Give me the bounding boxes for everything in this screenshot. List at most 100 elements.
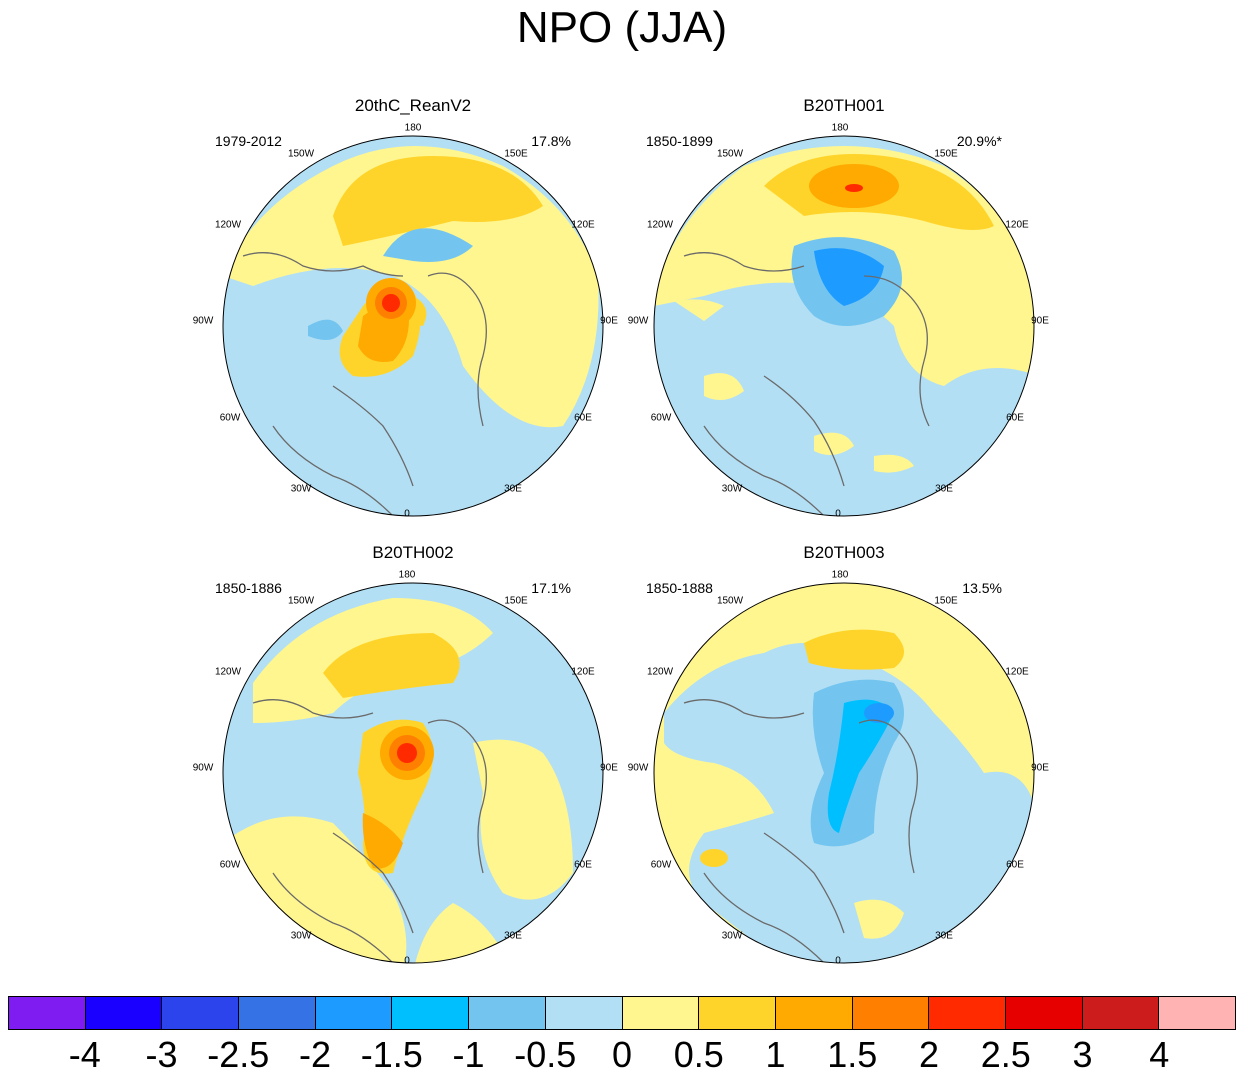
panel-title: 20thC_ReanV2	[354, 96, 472, 115]
lon-label: 60W	[650, 859, 672, 871]
positive-anomaly-center	[845, 184, 863, 192]
lon-label: 180	[404, 122, 422, 134]
variance-label: 13.5%	[962, 580, 1002, 596]
lon-label: 90W	[627, 762, 649, 774]
polar-map	[222, 582, 604, 964]
colorbar-swatch	[1005, 997, 1083, 1029]
positive-anomaly-region	[473, 739, 573, 900]
variance-label: 17.8%	[531, 133, 571, 149]
colorbar-tick-label: -4	[68, 1034, 101, 1075]
lon-label: 60W	[219, 859, 241, 871]
positive-anomaly-region	[333, 156, 543, 246]
colorbar-tick-label: -2.5	[207, 1034, 270, 1075]
lon-label: 120W	[214, 666, 242, 678]
period-label: 1850-1899	[646, 133, 713, 149]
lon-label: 150E	[934, 148, 958, 160]
map-boundary	[222, 135, 604, 517]
lon-label: 60E	[574, 859, 592, 871]
colorbar-swatch	[699, 997, 776, 1029]
negative-anomaly-region	[383, 228, 473, 262]
colorbar-tick-label: -1.5	[360, 1034, 423, 1075]
colorbar-tick-label: -3	[145, 1034, 178, 1075]
variance-label: 17.1%	[531, 580, 571, 596]
colorbar-swatch	[1082, 997, 1160, 1029]
colorbar-swatch	[469, 997, 546, 1029]
lon-label: 180	[831, 569, 849, 581]
colorbar-tick-label: 2	[918, 1034, 940, 1075]
positive-anomaly-region	[700, 849, 728, 867]
lon-label: 150W	[287, 148, 315, 160]
lon-label: 180	[831, 122, 849, 134]
coastline	[683, 699, 918, 963]
lon-label: 150W	[716, 148, 744, 160]
colorbar-swatch	[315, 997, 393, 1029]
map-boundary	[653, 135, 1035, 517]
panel-title: B20TH001	[803, 96, 885, 115]
lon-label: 30E	[504, 930, 522, 942]
colorbar-swatch	[545, 997, 623, 1029]
positive-anomaly-region	[854, 899, 904, 939]
colorbar-swatch	[775, 997, 853, 1029]
colorbar-swatch	[85, 997, 163, 1029]
lon-label: 120E	[1005, 219, 1029, 231]
lon-label: 120W	[646, 666, 674, 678]
lon-label: 90E	[1031, 762, 1049, 774]
lon-label: 90W	[192, 315, 214, 327]
map-panel-b20th001: B20TH001 1850-1899 20.9%* 180 150E 120E …	[628, 96, 1054, 520]
lon-label: 120W	[646, 219, 674, 231]
lon-label: 90W	[192, 762, 214, 774]
coastline	[683, 252, 930, 516]
lon-label: 30E	[935, 930, 953, 942]
lon-label: 30W	[721, 483, 743, 495]
colorbar-tick-label: 0.5	[673, 1034, 724, 1075]
lon-label: 120W	[214, 219, 242, 231]
lon-label: 0	[835, 955, 841, 967]
positive-anomaly-region	[674, 299, 914, 473]
negative-anomaly-region	[814, 248, 884, 306]
colorbar-swatch	[239, 997, 316, 1029]
colorbar-swatch	[929, 997, 1006, 1029]
colorbar-tick-label: -0.5	[514, 1034, 577, 1075]
colorbar-tick-label: -1	[452, 1034, 485, 1075]
colorbar-tick-label: -2	[298, 1034, 332, 1075]
negative-anomaly-center	[864, 703, 894, 723]
positive-anomaly-region	[323, 633, 460, 698]
colorbar-swatch	[622, 997, 700, 1029]
lon-label: 120E	[571, 666, 595, 678]
colorbar-swatch	[162, 997, 240, 1029]
lon-label: 150W	[287, 595, 315, 607]
lon-label: 0	[404, 955, 410, 967]
lon-label: 150W	[716, 595, 744, 607]
lon-label: 30E	[504, 483, 522, 495]
positive-anomaly-center	[382, 294, 400, 312]
coastline	[252, 699, 487, 963]
colorbar-tick-label: 1	[765, 1034, 786, 1075]
polar-map	[653, 135, 1035, 517]
lon-label: 60W	[219, 412, 241, 424]
lon-label: 60E	[574, 412, 592, 424]
lon-label: 0	[404, 508, 410, 520]
lon-label: 30W	[721, 930, 743, 942]
negative-anomaly-region	[827, 699, 894, 833]
positive-anomaly-region	[362, 813, 403, 869]
map-panel-20thc-reanv2: 20thC_ReanV2 1979-2012 17.8% 180 150E 12…	[193, 96, 623, 520]
lon-label: 30E	[935, 483, 953, 495]
colorbar-swatch	[852, 997, 930, 1029]
lon-label: 120E	[571, 219, 595, 231]
positive-anomaly-center	[397, 743, 417, 763]
figure-title: NPO (JJA)	[516, 3, 728, 52]
lon-label: 60E	[1006, 859, 1024, 871]
positive-anomaly-region	[804, 629, 904, 670]
coastline	[242, 252, 487, 516]
colorbar	[8, 996, 1236, 1030]
colorbar-swatch	[392, 997, 470, 1029]
lon-label: 90E	[600, 315, 618, 327]
map-boundary	[653, 582, 1035, 964]
lon-label: 150E	[504, 148, 528, 160]
map-panel-b20th003: B20TH003 1850-1888 13.5% 180 150E 120E 9…	[628, 543, 1054, 967]
period-label: 1850-1886	[215, 580, 282, 596]
colorbar-swatch	[9, 997, 86, 1029]
lon-label: 0	[835, 508, 841, 520]
variance-label: 20.9%*	[956, 133, 1002, 149]
polar-map	[222, 135, 604, 517]
